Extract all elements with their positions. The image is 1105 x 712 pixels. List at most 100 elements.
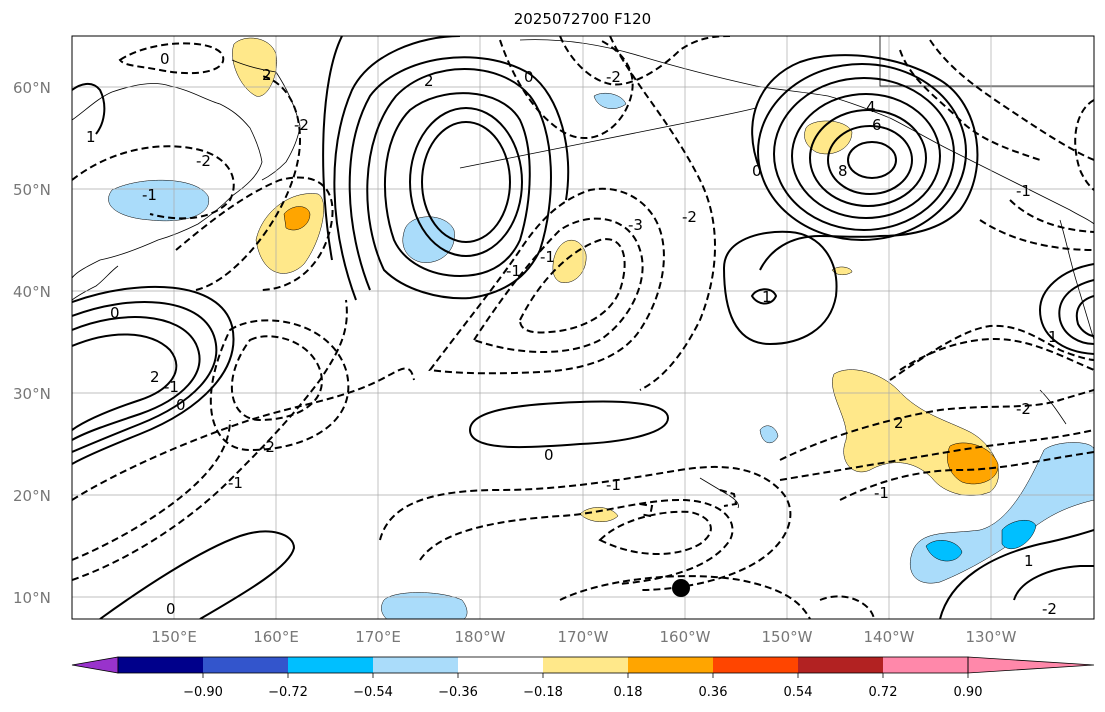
contour-low <box>322 36 343 261</box>
coastline-alaska <box>519 39 1094 225</box>
contour-label: 0 <box>166 600 176 618</box>
contour-high-center <box>847 141 897 179</box>
lon-tick-label: 170°E <box>355 628 401 646</box>
coastline-hawaii <box>699 477 739 509</box>
coastline-asia <box>72 83 263 279</box>
colorbar-label: −0.54 <box>353 685 393 700</box>
contour-label: -2 <box>260 438 275 456</box>
contour-label: 0 <box>176 396 186 414</box>
shade-moderate-negative-region <box>1001 519 1037 550</box>
contour-label: 1 <box>86 128 96 146</box>
contour-high <box>773 77 955 231</box>
coastline-north-america <box>1059 219 1094 341</box>
contour-label: -2 <box>682 208 697 226</box>
contour-negative <box>499 39 634 140</box>
colorbar-label: 0.18 <box>614 685 643 700</box>
colorbar-segment <box>713 657 798 673</box>
contour-negative <box>472 217 644 353</box>
contour-negative <box>609 36 716 391</box>
contour-label: 1 <box>762 288 772 306</box>
contour-label: 6 <box>872 116 882 134</box>
contour-label: 2 <box>424 72 434 90</box>
contour-west <box>72 301 218 453</box>
contour-sw <box>99 530 296 619</box>
contour-label: 1 <box>1024 552 1034 570</box>
shade-positive-region <box>804 120 853 155</box>
contour-high <box>751 54 979 271</box>
contour-low <box>333 36 461 301</box>
contour-label: -1 <box>606 476 621 494</box>
contour-negative <box>72 299 348 581</box>
lon-tick-label: 150°W <box>762 628 813 646</box>
coastline-baja <box>1039 389 1067 425</box>
contour-west <box>72 285 235 465</box>
shade-moderate-negative-region <box>925 540 963 562</box>
lon-tick-label: 180°W <box>455 628 506 646</box>
negative-contours <box>72 36 1094 619</box>
shading-layer <box>108 37 1094 619</box>
lon-tick-label: 170°W <box>558 628 609 646</box>
contour-negative <box>819 595 875 619</box>
contour-label: 0 <box>544 446 554 464</box>
lat-tick-label: 30°N <box>13 385 51 403</box>
contour-negative <box>839 451 1094 501</box>
contour-one <box>750 288 778 305</box>
contour-west <box>72 316 201 441</box>
colorbar-segment <box>373 657 458 673</box>
colorbar-segment <box>458 657 543 673</box>
shade-positive-region <box>831 266 853 275</box>
contour-low <box>383 92 531 278</box>
contour-label: -1 <box>142 186 157 204</box>
lon-tick-label: 130°W <box>966 628 1017 646</box>
contour-zero <box>722 230 838 346</box>
contour-label: -2 <box>294 116 309 134</box>
contour-label: 2 <box>262 66 272 84</box>
contour-negative <box>428 187 665 375</box>
shade-negative-region <box>381 592 468 619</box>
contour-label: 2 <box>150 368 160 386</box>
colorbar-label: 0.54 <box>784 685 813 700</box>
longitude-labels: 150°E 160°E 170°E 180°W 170°W 160°W 150°… <box>151 628 1016 646</box>
coastline-aleutians <box>459 107 757 169</box>
contour-negative <box>559 36 731 86</box>
shade-strong-positive-region <box>947 442 999 485</box>
lat-tick-label: 50°N <box>13 181 51 199</box>
contour-label: 0 <box>524 68 534 86</box>
gridlines <box>72 36 1094 619</box>
contour-negative <box>72 145 235 220</box>
shade-negative-region <box>593 93 627 109</box>
coastlines <box>72 36 1094 509</box>
positive-contours <box>72 36 1094 619</box>
contour-label: -1 <box>228 474 243 492</box>
colorbar-segment <box>628 657 713 673</box>
contour-low <box>409 107 523 257</box>
colorbar-label: −0.36 <box>438 685 478 700</box>
map-plot-area: 0 -2 2 -1 1 -2 4 6 8 -1 1 0 -3 -1 0 -2 2… <box>72 36 1094 619</box>
contour-label: 2 <box>894 414 904 432</box>
colorbar-segment <box>543 657 628 673</box>
colorbar-label: 0.36 <box>699 685 728 700</box>
contour-negative <box>72 367 415 501</box>
lat-tick-label: 40°N <box>13 283 51 301</box>
colorbar-label: 0.90 <box>954 685 983 700</box>
colorbar-segment <box>203 657 288 673</box>
contour-negative <box>419 498 734 585</box>
contour-label: 4 <box>866 98 876 116</box>
contour-low <box>421 121 511 243</box>
contour-low <box>366 68 552 300</box>
coastline-canada-box <box>879 36 1094 87</box>
contour-negative <box>559 575 811 619</box>
lon-tick-label: 160°W <box>660 628 711 646</box>
contour-label: -3 <box>628 216 643 234</box>
colorbar-segment <box>798 657 883 673</box>
colorbar-extend-left <box>71 656 119 674</box>
contour-label: 1 <box>1048 328 1058 346</box>
contour-negative <box>518 238 626 334</box>
shade-positive-region <box>579 507 619 522</box>
shade-negative-region <box>108 179 210 222</box>
contour-label: 0 <box>752 162 762 180</box>
contour-label: -1 <box>874 484 889 502</box>
contour-west <box>72 333 178 431</box>
colorbar-segment <box>288 657 373 673</box>
contour-high <box>809 109 927 207</box>
